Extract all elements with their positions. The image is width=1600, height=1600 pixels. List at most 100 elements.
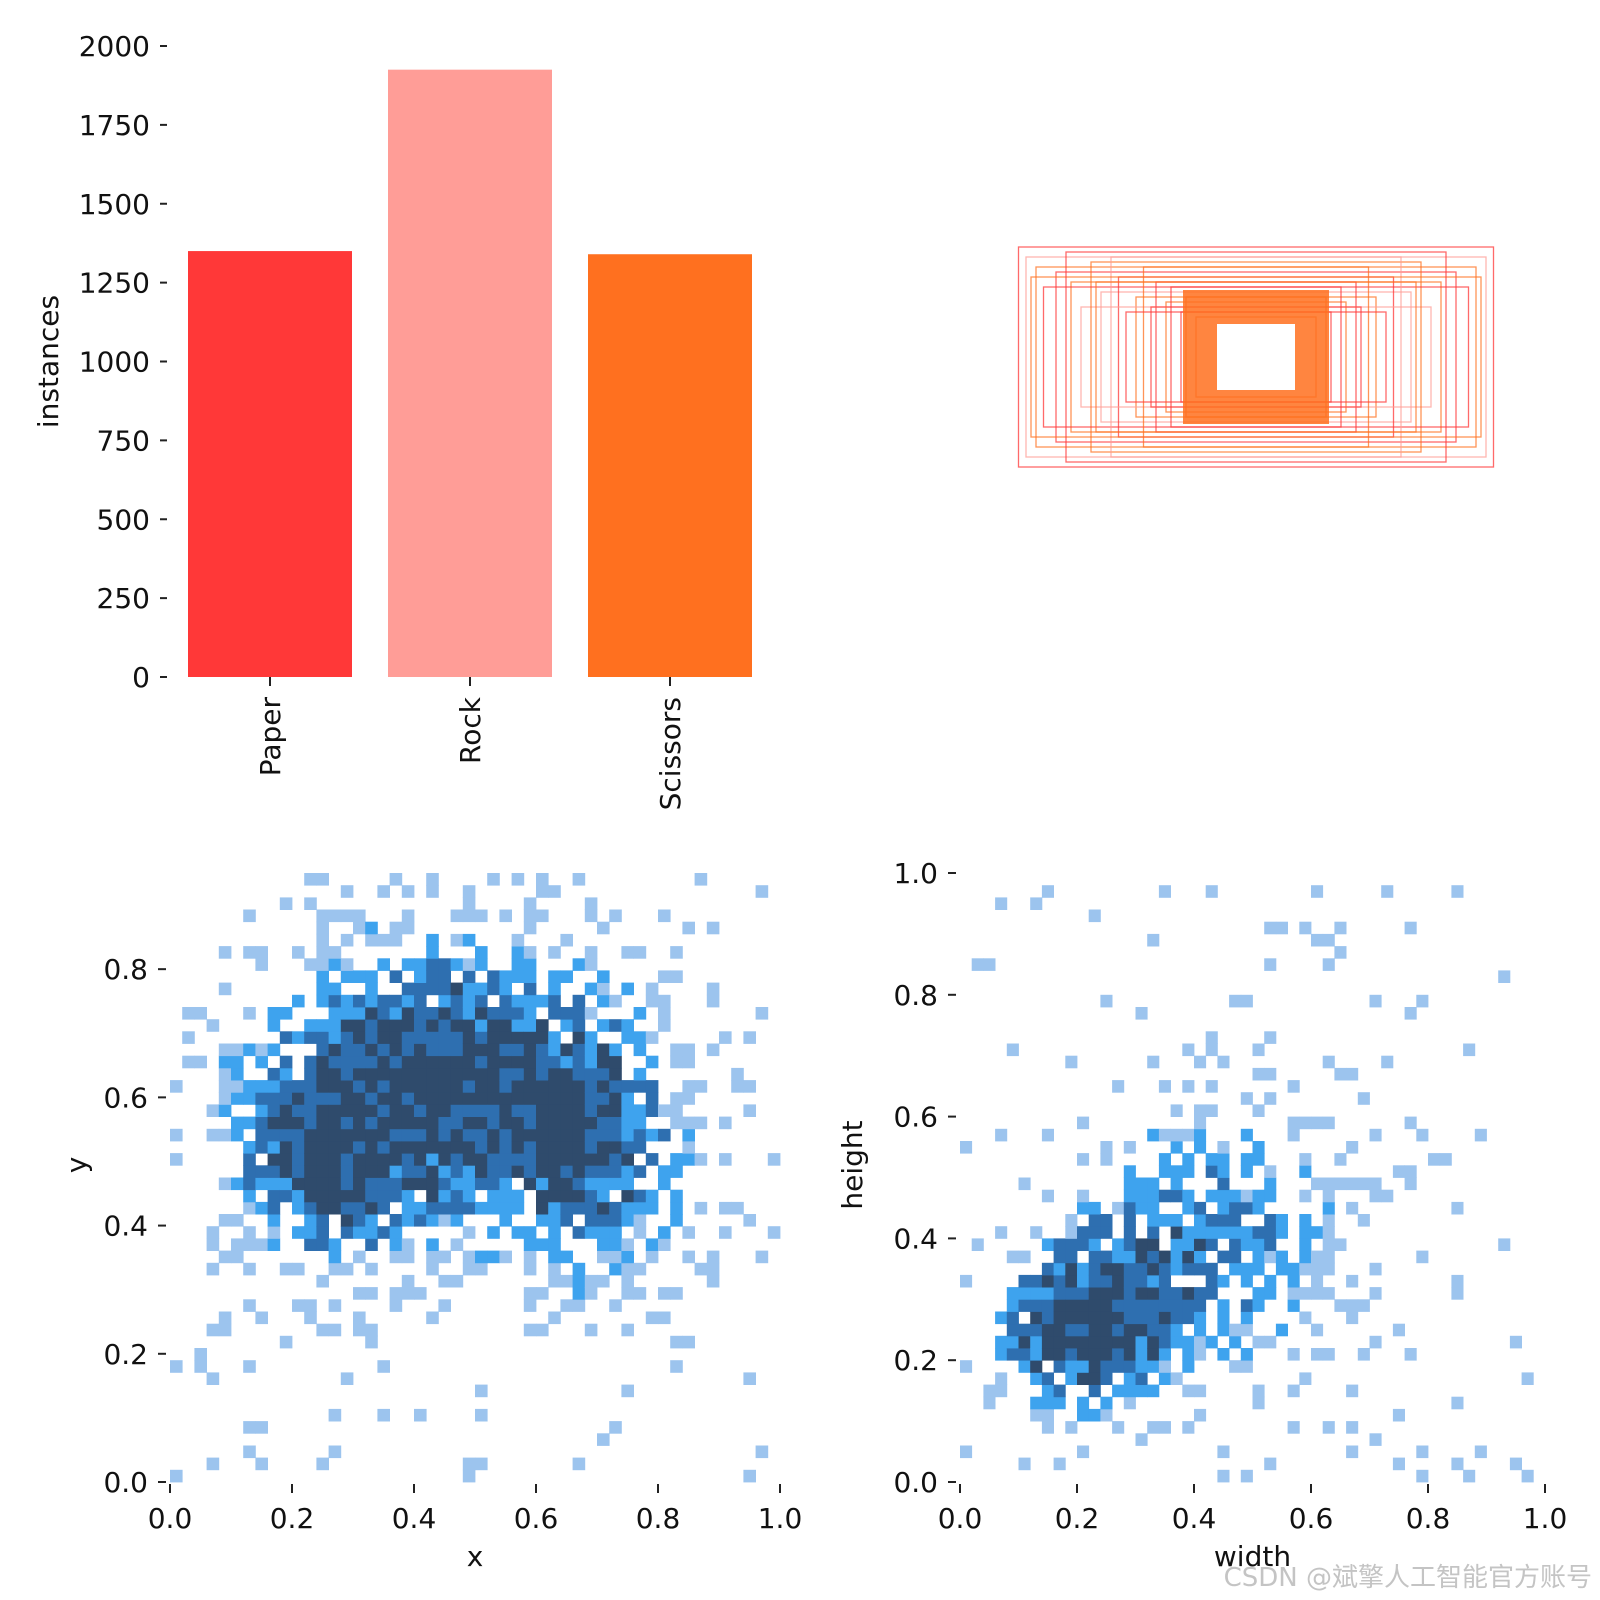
heatmap-cell: [267, 1189, 281, 1203]
heatmap-cell: [1217, 1055, 1230, 1069]
heatmap-cell: [523, 1250, 537, 1264]
heatmap-cell: [365, 1104, 378, 1117]
heatmap-cell: [414, 1007, 427, 1020]
heatmap-cell: [1194, 1348, 1207, 1361]
heatmap-cell: [475, 1031, 488, 1044]
heatmap-cell: [462, 909, 476, 923]
heatmap-cell: [377, 1128, 390, 1142]
y-tick-label: 0.0: [893, 1466, 938, 1499]
heatmap-cell: [316, 1116, 329, 1130]
heatmap-cell: [316, 970, 329, 983]
heatmap-cell: [1521, 1372, 1534, 1385]
heatmap-cell: [1100, 1408, 1113, 1422]
heatmap-cell: [1240, 1348, 1253, 1361]
heatmap-cell: [536, 1153, 549, 1166]
heatmap-cell: [255, 1177, 268, 1191]
heatmap-cell: [523, 1153, 537, 1166]
heatmap-cell: [450, 1067, 464, 1081]
heatmap-cell: [584, 1323, 598, 1337]
heatmap-cell: [1170, 1189, 1183, 1203]
heatmap-cell: [1299, 1165, 1312, 1178]
heatmap-cell: [487, 982, 500, 996]
heatmap-cell: [1088, 1384, 1101, 1398]
heatmap-cell: [1158, 885, 1171, 898]
heatmap-cell: [523, 897, 537, 910]
heatmap-cell: [1170, 1287, 1183, 1300]
heatmap-cell: [609, 1201, 622, 1215]
heatmap-cell: [719, 1201, 732, 1215]
heatmap-cell: [536, 1116, 549, 1130]
heatmap-cell: [499, 1080, 512, 1093]
heatmap-cell: [536, 1019, 549, 1032]
heatmap-cell: [1147, 1421, 1160, 1434]
heatmap-cell: [475, 1067, 488, 1081]
heatmap-cell: [414, 958, 427, 971]
heatmap-cell: [462, 1128, 476, 1142]
heatmap-cell: [1123, 1323, 1136, 1337]
heatmap-cell: [609, 1128, 622, 1142]
heatmap-cell: [1053, 1335, 1066, 1349]
heatmap-cell: [511, 1019, 525, 1032]
heatmap-cell: [462, 1153, 476, 1166]
heatmap-cell: [1229, 1226, 1242, 1239]
heatmap-cell: [1287, 1421, 1300, 1434]
heatmap-cell: [316, 1238, 329, 1251]
heatmap-cell: [1194, 1311, 1207, 1325]
heatmap-cell: [1123, 1177, 1136, 1191]
heatmap-cell: [487, 1043, 500, 1057]
heatmap-cell: [279, 897, 293, 910]
heatmap-cell: [1463, 1043, 1476, 1057]
heatmap-cell: [340, 1092, 354, 1105]
heatmap-cell: [414, 1067, 427, 1081]
heatmap-cell: [1346, 1445, 1359, 1459]
heatmap-cell: [1346, 1311, 1359, 1325]
heatmap-cell: [1147, 933, 1160, 947]
heatmap-cell: [1030, 1299, 1043, 1312]
heatmap-cell: [499, 1043, 512, 1057]
width-height-heatmap: 0.0 0.2 0.4 0.6 0.8 1.00.00.20.40.60.81.0widt…: [836, 857, 1567, 1573]
heatmap-cell: [255, 1116, 268, 1130]
heatmap-cell: [1041, 1238, 1054, 1251]
heatmap-cell: [1147, 1238, 1160, 1251]
heatmap-cell: [609, 1153, 622, 1166]
heatmap-cell: [401, 1055, 415, 1069]
heatmap-cell: [995, 1348, 1008, 1361]
heatmap-cell: [1077, 1372, 1090, 1385]
heatmap-cell: [1053, 1274, 1066, 1288]
heatmap-cell: [1077, 1189, 1090, 1203]
heatmap-cell: [560, 1141, 573, 1154]
heatmap-cell: [426, 1043, 439, 1057]
heatmap-cell: [1135, 1335, 1148, 1349]
heatmap-cell: [267, 1141, 281, 1154]
heatmap-cell: [426, 1007, 439, 1020]
heatmap-cell: [1018, 1274, 1031, 1288]
heatmap-cell: [1182, 1153, 1195, 1166]
heatmap-cell: [377, 1031, 390, 1044]
heatmap-cell: [511, 1116, 525, 1130]
heatmap-cell: [548, 1311, 561, 1325]
heatmap-cell: [609, 1214, 622, 1227]
heatmap-cell: [499, 1007, 512, 1020]
x-tick-label: 0.8: [1406, 1502, 1451, 1535]
heatmap-cell: [609, 1226, 622, 1239]
heatmap-cell: [462, 1043, 476, 1057]
heatmap-cell: [1041, 1189, 1054, 1203]
heatmap-cell: [462, 1067, 476, 1081]
heatmap-cell: [645, 1031, 659, 1044]
heatmap-cell: [1158, 1421, 1171, 1434]
heatmap-cell: [1182, 1421, 1195, 1434]
heatmap-cell: [255, 1238, 268, 1251]
heatmap-cell: [658, 970, 671, 983]
heatmap-cell: [389, 1104, 403, 1117]
heatmap-cell: [536, 1214, 549, 1227]
heatmap-cell: [438, 1153, 451, 1166]
heatmap-cell: [365, 1323, 378, 1337]
heatmap-cell: [231, 1092, 244, 1105]
heatmap-cell: [536, 1031, 549, 1044]
heatmap-cell: [401, 1189, 415, 1203]
heatmap-cell: [243, 1201, 256, 1215]
heatmap-cell: [304, 1141, 317, 1154]
heatmap-cell: [633, 1201, 647, 1215]
heatmap-cell: [243, 1262, 256, 1276]
heatmap-cell: [353, 1201, 366, 1215]
